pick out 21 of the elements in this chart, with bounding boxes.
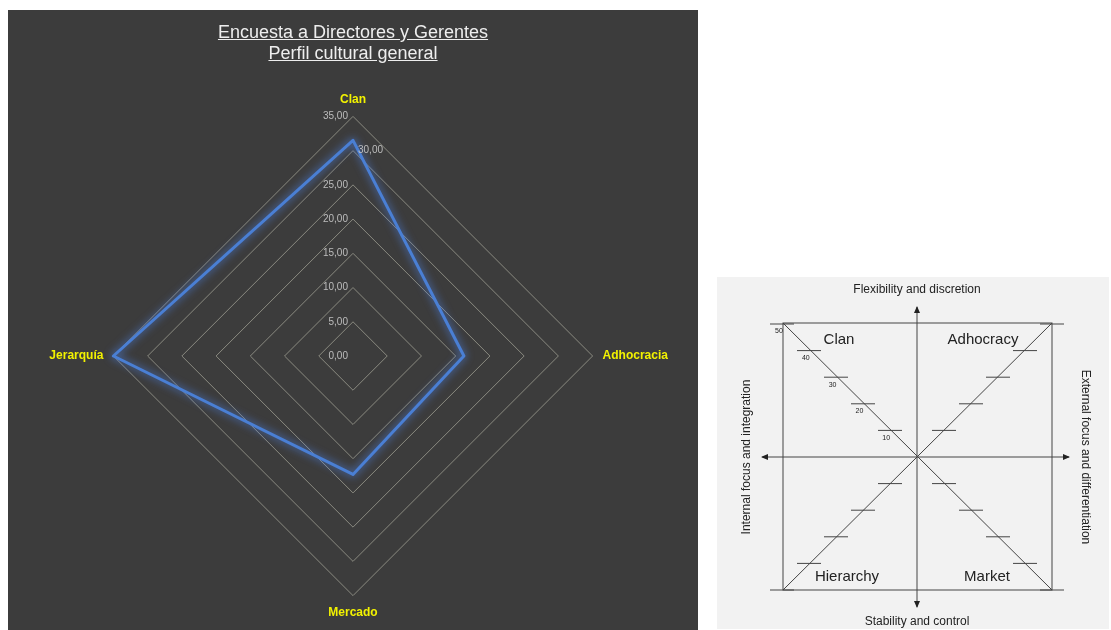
y-tick-label: 5,00 (328, 315, 349, 327)
text: Hierarchy (814, 567, 880, 584)
chart-subtitle: Perfil cultural general (267, 43, 439, 64)
y-tick-label: 35,00 (322, 110, 349, 122)
y-tick-label: 20,00 (322, 212, 349, 224)
y-tick-label: 0,00 (328, 349, 349, 361)
spoke-label: Mercado (328, 605, 378, 620)
text: External focus and differentiation (1079, 369, 1093, 545)
y-tick-label: 25,00 (322, 178, 349, 190)
text: Internal focus and integration (739, 379, 753, 535)
y-tick-label: 10,00 (322, 281, 349, 293)
text: Clan (823, 330, 855, 347)
text: Adhocracy (947, 330, 1019, 347)
text: Stability and control (864, 614, 970, 628)
spoke-label: Clan (339, 91, 367, 106)
spoke-label: Adhocracia (602, 348, 669, 363)
spoke-label: Jerarquía (49, 348, 104, 363)
chart-title: Encuesta a Directores y Gerentes (216, 22, 490, 43)
y-tick-label: 15,00 (322, 247, 349, 259)
text: Market (964, 567, 1011, 584)
text: Flexibility and discretion (853, 282, 981, 296)
